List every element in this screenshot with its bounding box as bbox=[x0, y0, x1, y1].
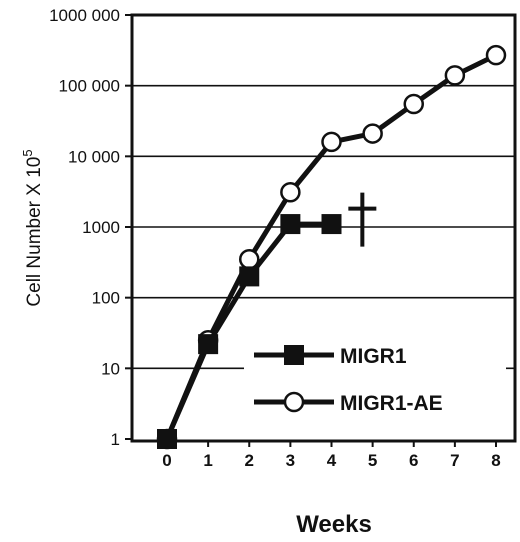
data-point-circle bbox=[403, 93, 424, 115]
data-point-square bbox=[157, 429, 177, 449]
x-axis-title: Weeks bbox=[296, 511, 372, 538]
y-axis-title-main: Cell Number X 10 bbox=[24, 157, 45, 307]
x-tick-label: 2 bbox=[245, 451, 254, 470]
x-tick-label: 1 bbox=[203, 451, 212, 470]
y-tick-label: 1000 bbox=[82, 218, 120, 237]
y-axis-title: Cell Number X 105 bbox=[20, 149, 45, 306]
y-tick-label: 100 000 bbox=[59, 77, 120, 96]
y-tick-label: 100 bbox=[92, 289, 120, 308]
y-axis-title-superscript: 5 bbox=[20, 149, 35, 156]
x-tick-label: 4 bbox=[327, 451, 337, 470]
x-axis-ticks: 0 1 2 3 4 5 6 7 8 bbox=[162, 441, 501, 470]
x-tick-label: 0 bbox=[162, 451, 171, 470]
y-axis-ticks: 1 10 100 1000 10 000 100 000 1000 000 bbox=[49, 6, 132, 449]
series-1 bbox=[157, 214, 342, 449]
x-tick-label: 8 bbox=[491, 451, 500, 470]
y-tick-label: 1000 000 bbox=[49, 6, 120, 25]
legend-label: MIGR1-AE bbox=[340, 392, 443, 415]
data-point-circle bbox=[362, 123, 383, 144]
x-tick-label: 7 bbox=[450, 451, 459, 470]
data-point-circle bbox=[444, 65, 466, 86]
y-tick-label: 1 bbox=[111, 430, 120, 449]
data-point-square bbox=[239, 266, 260, 287]
legend-item-1: MIGR1 bbox=[254, 345, 407, 368]
data-point-circle bbox=[280, 182, 301, 203]
legend-marker-square bbox=[284, 345, 304, 365]
series-layer bbox=[156, 44, 507, 450]
plot-frame bbox=[130, 13, 517, 443]
x-tick-label: 6 bbox=[409, 451, 418, 470]
x-tick-label: 3 bbox=[286, 451, 295, 470]
legend-item-2: MIGR1-AE bbox=[254, 391, 443, 415]
y-tick-label: 10 bbox=[101, 359, 120, 378]
data-point-square bbox=[198, 334, 219, 355]
data-point-square bbox=[280, 214, 301, 235]
data-point-circle bbox=[321, 131, 342, 153]
data-point-circle bbox=[485, 44, 507, 66]
y-tick-label: 10 000 bbox=[68, 147, 120, 166]
legend-marker-circle bbox=[283, 391, 305, 413]
data-point-square bbox=[321, 214, 342, 235]
legend: MIGR1 MIGR1-AE bbox=[244, 330, 506, 432]
x-tick-label: 5 bbox=[368, 451, 377, 470]
dagger-annotation bbox=[348, 192, 377, 247]
legend-label: MIGR1 bbox=[340, 345, 407, 368]
